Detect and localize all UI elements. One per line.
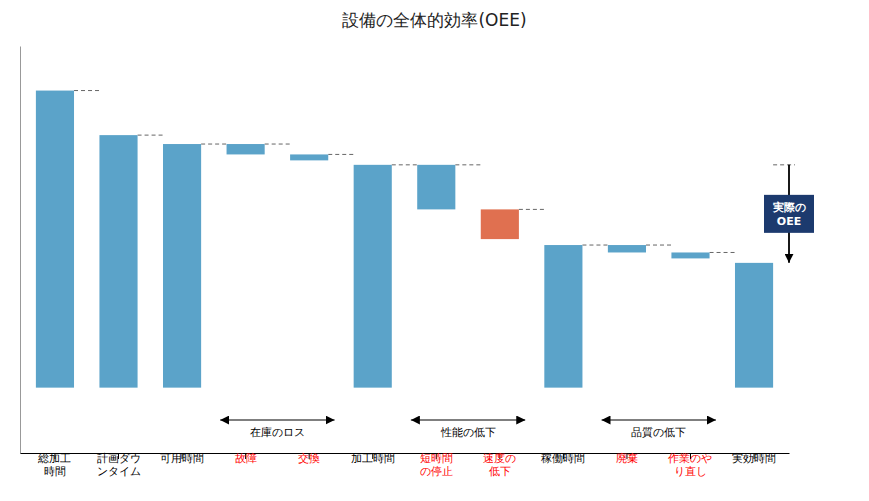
group-arrow	[220, 419, 334, 420]
bars	[36, 91, 773, 388]
connector	[74, 90, 99, 91]
oee-label-line: 実際の	[772, 201, 806, 214]
group-label: 在庫のロス	[250, 426, 305, 439]
connector	[392, 164, 417, 165]
bar	[735, 263, 773, 388]
plot: 総加工時間 計画ダウンタイム 可用時間 故障 交換 加工時間 短時間の停止 速度の低下 稼働時間…	[21, 47, 815, 477]
connector	[519, 209, 544, 210]
chart: 設備の全体的効率(OEE) 総加工時間 計画ダウンタイム 可用時間 故障 交換 加工時間 短時…	[0, 0, 869, 501]
x-tick-label: 故障	[235, 452, 257, 464]
bar	[417, 165, 455, 210]
x-tick-label: 稼働時間	[541, 452, 585, 464]
x-tick: 短時間の停止	[420, 452, 453, 477]
x-tick: 交換	[298, 452, 320, 464]
x-tick-label-line: 可用時間	[160, 452, 204, 464]
x-tick-label-line: 作業のや	[667, 452, 712, 464]
connector	[265, 144, 290, 145]
y-axis-line	[20, 47, 21, 454]
group-label: 性能の低下	[440, 426, 496, 439]
x-tick-label: 作業のやり直し	[667, 452, 712, 477]
x-tick: 作業のやり直し	[667, 452, 712, 477]
x-tick-label-line: ンタイム	[97, 465, 141, 477]
x-tick-label: 可用時間	[160, 452, 204, 464]
x-tick-label: 実効時間	[732, 452, 776, 464]
bar	[544, 245, 582, 388]
x-tick-label: 総加工時間	[37, 452, 71, 477]
x-tick-label-line: 時間	[44, 465, 66, 477]
group-label: 品質の低下	[631, 426, 686, 439]
x-tick-label-line: 低下	[489, 465, 511, 477]
bar	[99, 135, 137, 388]
y-axis	[20, 47, 21, 454]
oee-label-line: OEE	[777, 215, 801, 228]
x-tick-label: 速度の低下	[483, 452, 516, 477]
x-tick: 速度の低下	[483, 452, 516, 477]
title: 設備の全体的効率(OEE)	[342, 10, 526, 30]
x-tick-label: 短時間の停止	[420, 452, 453, 477]
x-tick-label-line: 総加工	[37, 452, 71, 464]
oee-label: 実際のOEE	[772, 201, 806, 228]
bar	[163, 144, 201, 388]
connector	[201, 144, 226, 145]
connector	[710, 252, 735, 253]
bar	[608, 245, 646, 252]
bar	[354, 165, 392, 388]
x-tick-label-line: 稼働時間	[541, 452, 585, 464]
oee-box	[764, 195, 814, 233]
group-arrow	[602, 419, 716, 420]
x-tick: 廃棄	[616, 452, 638, 464]
x-tick: 故障	[235, 452, 257, 464]
annotations: 在庫のロス 性能の低下 品質の低下 実際のOEE	[220, 165, 814, 439]
connector	[328, 154, 353, 155]
x-tick: 加工時間	[351, 452, 395, 464]
connector	[138, 135, 163, 136]
x-tick-label-line: の停止	[420, 465, 453, 477]
x-tick-label: 交換	[298, 452, 320, 464]
connector	[582, 245, 607, 246]
x-tick: 実効時間	[732, 452, 776, 464]
x-tick-label-line: り直し	[674, 465, 707, 477]
x-tick-label-line: 計画ダウ	[97, 452, 141, 464]
x-tick-label-line: 実効時間	[732, 452, 776, 464]
x-tick-label-line: 故障	[235, 452, 257, 464]
x-tick: 計画ダウンタイム	[97, 452, 141, 477]
x-tick-label-line: 加工時間	[351, 452, 395, 464]
x-tick-label: 廃棄	[616, 452, 638, 464]
connector	[773, 164, 795, 165]
x-tick-label-line: 短時間	[420, 452, 453, 464]
x-tick-label-line: 交換	[298, 452, 320, 464]
x-axis: 総加工時間 計画ダウンタイム 可用時間 故障 交換 加工時間 短時間の停止 速度の低下 稼働時間…	[21, 452, 790, 477]
x-tick: 総加工時間	[37, 452, 71, 477]
bar	[481, 209, 519, 239]
bar	[290, 154, 328, 160]
group-arrow	[411, 419, 525, 420]
bar	[227, 144, 265, 154]
x-tick-label: 加工時間	[351, 452, 395, 464]
connector	[646, 245, 671, 246]
bar	[671, 252, 709, 258]
bar	[36, 91, 74, 388]
x-tick: 稼働時間	[541, 452, 585, 464]
x-tick-label: 計画ダウンタイム	[97, 452, 141, 477]
connector	[455, 164, 480, 165]
x-tick-label-line: 速度の	[483, 452, 516, 464]
data-area	[36, 91, 773, 388]
x-tick-label-line: 廃棄	[616, 452, 638, 464]
x-tick: 可用時間	[160, 452, 204, 464]
